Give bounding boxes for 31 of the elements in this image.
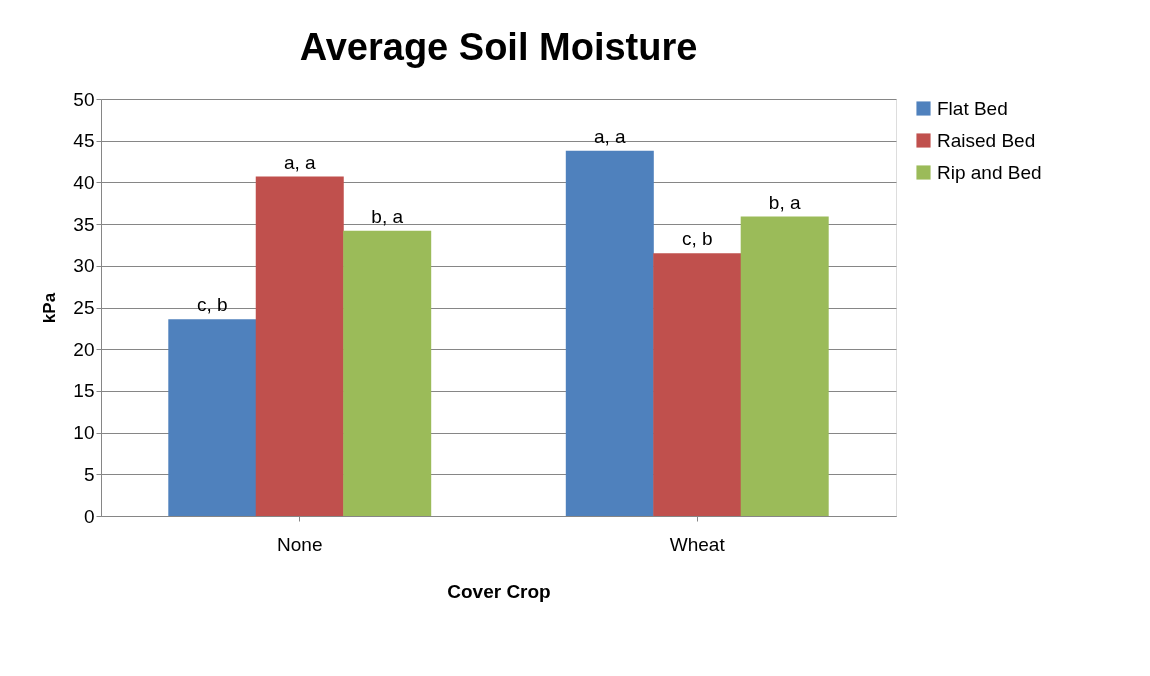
chart-title: Average Soil Moisture [299, 26, 698, 68]
y-tick-label: 30 [73, 255, 95, 277]
x-axis-title: Cover Crop [447, 580, 551, 602]
x-tick-label: Wheat [669, 533, 726, 555]
y-tick-label: 40 [73, 171, 95, 193]
y-tick-label: 15 [73, 380, 95, 402]
legend-label: Raised Bed [937, 129, 1036, 151]
bar [343, 230, 432, 516]
y-axis-title: kPa [40, 292, 60, 324]
bar [653, 253, 742, 516]
legend-label: Rip and Bed [937, 161, 1042, 183]
bar [740, 216, 829, 516]
data-label: a, a [593, 125, 627, 147]
y-tick-label: 10 [73, 422, 95, 444]
data-label: c, b [681, 228, 713, 250]
bar [255, 176, 344, 516]
y-tick-label: 25 [73, 297, 95, 318]
y-tick-label: 20 [73, 338, 95, 360]
data-label: a, a [283, 151, 317, 173]
y-tick-label: 35 [73, 213, 95, 235]
y-tick-label: 0 [83, 505, 95, 527]
bar [168, 319, 257, 516]
y-tick-label: 5 [83, 463, 95, 485]
data-label: b, a [371, 205, 404, 227]
y-tick-label: 45 [73, 130, 95, 152]
data-label: b, a [768, 191, 801, 213]
data-label: c, b [196, 294, 228, 316]
x-tick-label: None [277, 533, 323, 555]
legend-label: Flat Bed [937, 97, 1008, 119]
bar [565, 150, 654, 516]
y-tick-label: 50 [73, 88, 95, 110]
